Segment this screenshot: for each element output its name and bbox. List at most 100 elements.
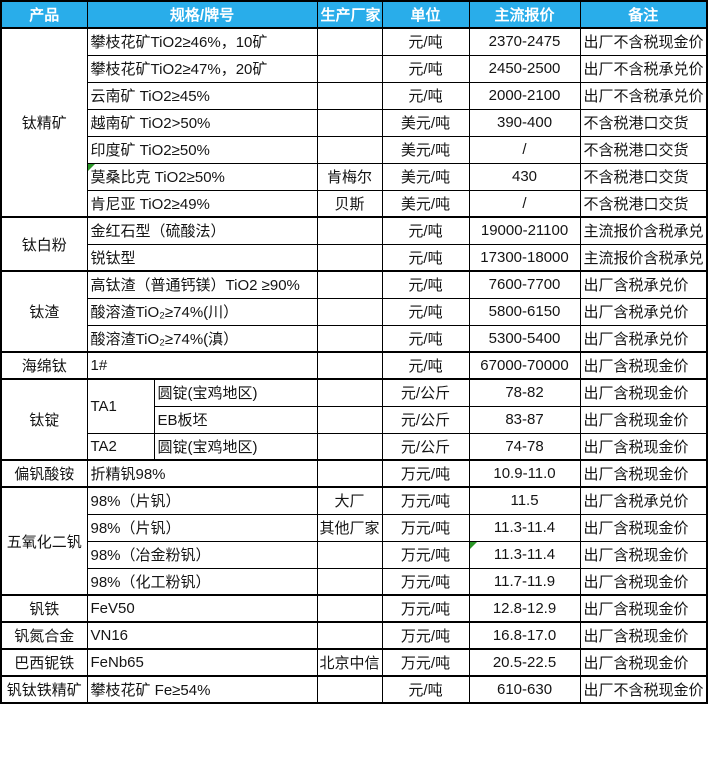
manufacturer-cell: [316, 135, 383, 164]
unit-cell: 万元/吨: [381, 513, 470, 542]
spec-cell: VN16: [86, 621, 318, 650]
remark-cell: 出厂含税承兑价: [579, 297, 708, 326]
price-cell: 12.8-12.9: [468, 594, 581, 623]
remark-cell: 出厂不含税现金价: [579, 27, 708, 56]
manufacturer-cell: 其他厂家: [316, 513, 383, 542]
col-header-manufacturer: 生产厂家: [316, 0, 383, 29]
spec-cell: 高钛渣（普通钙镁）TiO2 ≥90%: [86, 270, 318, 299]
manufacturer-cell: [316, 216, 383, 245]
product-cell: 钛白粉: [0, 216, 88, 272]
table-row: 偏钒酸铵 折精钒98% 万元/吨 10.9-11.0 出厂含税现金价: [0, 459, 708, 488]
table-row: 锐钛型 元/吨 17300-18000 主流报价含税承兑: [1, 243, 708, 272]
table-row: 酸溶渣TiO₂≥74%(川） 元/吨 5800-6150 出厂含税承兑价: [1, 297, 708, 326]
manufacturer-cell: 大厂: [316, 486, 383, 515]
remark-cell: 出厂含税现金价: [579, 648, 708, 677]
unit-cell: 元/吨: [381, 324, 470, 353]
manufacturer-cell: [316, 378, 383, 407]
grade-cell: TA2: [86, 432, 155, 461]
price-cell: 5800-6150: [468, 297, 581, 326]
spec-text: 莫桑比克 TiO2≥50%: [90, 169, 225, 186]
price-cell: 20.5-22.5: [468, 648, 581, 677]
price-cell: 17300-18000: [468, 243, 581, 272]
remark-cell: 出厂含税现金价: [579, 432, 708, 461]
remark-cell: 出厂不含税承兑价: [579, 81, 708, 110]
remark-cell: 出厂不含税现金价: [579, 675, 708, 704]
remark-cell: 不含税港口交货: [579, 108, 708, 137]
manufacturer-cell: [316, 351, 383, 380]
table-row: 98%（化工粉钒） 万元/吨 11.7-11.9 出厂含税现金价: [1, 567, 708, 596]
unit-cell: 元/吨: [381, 54, 470, 83]
remark-cell: 出厂含税现金价: [579, 540, 708, 569]
unit-cell: 元/吨: [381, 675, 470, 704]
unit-cell: 元/公斤: [381, 405, 470, 434]
table-row: 钛锭 TA1 圆锭(宝鸡地区) 元/公斤 78-82 出厂含税现金价: [0, 378, 708, 461]
table-row: 五氧化二钒 98%（片钒） 大厂 万元/吨 11.5 出厂含税承兑价: [0, 486, 708, 596]
unit-cell: 万元/吨: [381, 621, 470, 650]
manufacturer-cell: 北京中信: [316, 648, 383, 677]
price-cell: 83-87: [468, 405, 581, 434]
price-cell: 2370-2475: [468, 27, 581, 56]
product-cell: 钒铁: [0, 594, 88, 623]
remark-cell: 出厂含税承兑价: [579, 270, 708, 299]
unit-cell: 万元/吨: [381, 459, 470, 488]
price-cell: 2450-2500: [468, 54, 581, 83]
spec-cell: 酸溶渣TiO₂≥74%(滇）: [86, 324, 318, 353]
spec-cell: 攀枝花矿TiO2≥47%，20矿: [86, 54, 318, 83]
product-cell: 钒氮合金: [0, 621, 88, 650]
product-cell: 巴西铌铁: [0, 648, 88, 677]
unit-cell: 美元/吨: [381, 189, 470, 218]
remark-cell: 不含税港口交货: [579, 189, 708, 218]
unit-cell: 元/吨: [381, 216, 470, 245]
spec-cell: 98%（化工粉钒）: [86, 567, 318, 596]
spec-cell: 肯尼亚 TiO2≥49%: [86, 189, 318, 218]
table-row: 钛渣 高钛渣（普通钙镁）TiO2 ≥90% 元/吨 7600-7700 出厂含税…: [0, 270, 708, 353]
product-cell: 钛精矿: [0, 27, 88, 218]
price-cell: 67000-70000: [468, 351, 581, 380]
product-cell: 钒钛铁精矿: [0, 675, 88, 704]
col-header-unit: 单位: [381, 0, 470, 29]
remark-cell: 出厂含税承兑价: [579, 486, 708, 515]
table-row: 钛白粉 金红石型（硫酸法） 元/吨 19000-21100 主流报价含税承兑: [0, 216, 708, 272]
table-row: 酸溶渣TiO₂≥74%(滇） 元/吨 5300-5400 出厂含税承兑价: [1, 324, 708, 353]
table-row: 海绵钛 1# 元/吨 67000-70000 出厂含税现金价: [0, 351, 708, 380]
price-cell: /: [468, 189, 581, 218]
spec-cell: 酸溶渣TiO₂≥74%(川）: [86, 297, 318, 326]
unit-cell: 元/公斤: [381, 378, 470, 407]
unit-cell: 美元/吨: [381, 108, 470, 137]
price-table: 产品 规格/牌号 生产厂家 单位 主流报价 备注 钛精矿 攀枝花矿TiO2≥46…: [0, 0, 708, 704]
header-row: 产品 规格/牌号 生产厂家 单位 主流报价 备注: [0, 0, 708, 29]
manufacturer-cell: [316, 459, 383, 488]
spec-cell: 云南矿 TiO2≥45%: [86, 81, 318, 110]
product-cell: 钛渣: [0, 270, 88, 353]
unit-cell: 元/吨: [381, 270, 470, 299]
table-row: 钛精矿 攀枝花矿TiO2≥46%，10矿 元/吨 2370-2475 出厂不含税…: [0, 27, 708, 218]
spec-cell: 圆锭(宝鸡地区): [153, 432, 318, 461]
spec-cell: 莫桑比克 TiO2≥50%: [86, 162, 318, 191]
price-cell: 610-630: [468, 675, 581, 704]
unit-cell: 元/吨: [381, 27, 470, 56]
comment-flag-icon: [88, 164, 95, 171]
manufacturer-cell: [316, 297, 383, 326]
manufacturer-cell: [316, 54, 383, 83]
manufacturer-cell: 贝斯: [316, 189, 383, 218]
price-cell: 10.9-11.0: [468, 459, 581, 488]
product-cell: 海绵钛: [0, 351, 88, 380]
price-cell: 78-82: [468, 378, 581, 407]
spec-cell: 攀枝花矿 Fe≥54%: [86, 675, 318, 704]
manufacturer-cell: [316, 108, 383, 137]
price-cell: 11.5: [468, 486, 581, 515]
remark-cell: 不含税港口交货: [579, 135, 708, 164]
unit-cell: 美元/吨: [381, 135, 470, 164]
remark-cell: 不含税港口交货: [579, 162, 708, 191]
price-cell: 430: [468, 162, 581, 191]
spec-cell: 锐钛型: [86, 243, 318, 272]
unit-cell: 元/吨: [381, 297, 470, 326]
col-header-spec: 规格/牌号: [86, 0, 318, 29]
table-row: 钒铁 FeV50 万元/吨 12.8-12.9 出厂含税现金价: [0, 594, 708, 623]
manufacturer-cell: [316, 405, 383, 434]
remark-cell: 出厂含税现金价: [579, 594, 708, 623]
unit-cell: 美元/吨: [381, 162, 470, 191]
price-cell: 11.3-11.4: [468, 513, 581, 542]
table-row: TA2 圆锭(宝鸡地区) 元/公斤 74-78 出厂含税现金价: [1, 432, 708, 461]
spec-cell: 金红石型（硫酸法）: [86, 216, 318, 245]
